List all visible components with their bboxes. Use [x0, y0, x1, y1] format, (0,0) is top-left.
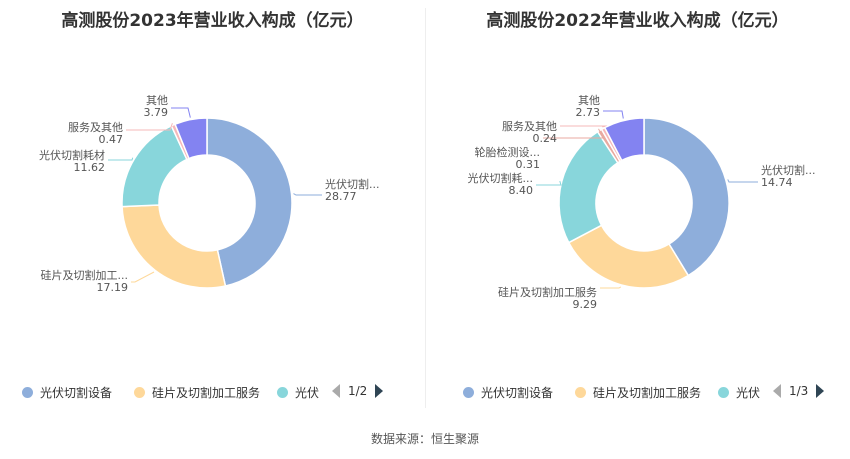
- slice-value: 0.47: [99, 133, 124, 146]
- legend: 光伏切割设备 硅片及切割加工服务 光伏 1/2: [22, 384, 402, 402]
- slice-label: 光伏切割耗...: [468, 171, 534, 185]
- slice-label: 光伏切割...: [325, 177, 380, 191]
- slice-value: 9.29: [573, 298, 598, 311]
- leader-line: [603, 110, 624, 119]
- legend-label: 硅片及切割加工服务: [593, 386, 702, 400]
- legend-pager: 1/2: [332, 384, 384, 398]
- slice-label: 硅片及切割加工...: [41, 268, 129, 282]
- pie-slice[interactable]: [174, 117, 208, 160]
- leader-line: [108, 157, 134, 161]
- slice-label: 光伏切割...: [761, 163, 816, 177]
- chevron-right-icon[interactable]: [816, 384, 825, 398]
- pie-slice[interactable]: [121, 204, 227, 289]
- chevron-left-icon[interactable]: [773, 384, 781, 398]
- leader-line: [131, 271, 155, 283]
- legend-pager: 1/3: [773, 384, 825, 398]
- chevron-right-icon[interactable]: [375, 384, 384, 398]
- leader-line: [543, 128, 604, 139]
- slice-label: 其他: [146, 94, 168, 107]
- legend: 光伏切割设备 硅片及切割加工服务 光伏 1/3: [447, 384, 827, 402]
- chart-title: 高测股份2022年营业收入构成（亿元）: [486, 11, 789, 31]
- slice-value: 8.40: [509, 184, 534, 197]
- slice-label: 服务及其他: [68, 121, 123, 134]
- slice-value: 28.77: [325, 190, 357, 203]
- slice-value: 2.73: [576, 106, 601, 119]
- data-source: 数据来源：恒生聚源: [370, 432, 479, 446]
- legend-label: 光伏: [295, 386, 320, 400]
- leader-line: [293, 193, 322, 196]
- legend-dot: [718, 387, 729, 398]
- slice-label: 轮胎检测设...: [475, 145, 541, 159]
- legend-item[interactable]: 硅片及切割加工服务: [575, 384, 701, 401]
- slice-value: 17.19: [97, 281, 129, 294]
- pie-slice[interactable]: [567, 224, 690, 289]
- leader-line: [560, 125, 611, 128]
- legend-item[interactable]: 硅片及切割加工服务: [134, 384, 260, 401]
- legend-item[interactable]: 光伏切割设备: [22, 384, 112, 401]
- chart-panel-2023: 高测股份2023年营业收入构成（亿元） 光伏切割... 28.77 硅片及切割加工.…: [0, 0, 425, 420]
- legend-dot: [575, 387, 586, 398]
- legend-label: 光伏: [736, 386, 761, 400]
- pie-slice[interactable]: [603, 117, 645, 162]
- legend-dot: [277, 387, 288, 398]
- chevron-left-icon[interactable]: [332, 384, 340, 398]
- pie-slice[interactable]: [206, 117, 293, 287]
- slice-value: 14.74: [761, 176, 793, 189]
- legend-label: 硅片及切割加工服务: [152, 386, 261, 400]
- leader-line: [727, 179, 758, 183]
- pie-slice[interactable]: [643, 117, 730, 277]
- slice-value: 11.62: [74, 161, 106, 174]
- slice-label: 光伏切割耗材: [39, 148, 105, 162]
- legend-item[interactable]: 光伏切割设备: [463, 384, 553, 401]
- legend-label: 光伏切割设备: [481, 386, 554, 400]
- leader-line: [126, 123, 173, 131]
- slice-value: 0.24: [533, 132, 558, 145]
- leader-line: [171, 107, 191, 118]
- slice-value: 0.31: [516, 158, 541, 171]
- leader-line: [536, 180, 562, 186]
- chart-panel-2022: 高测股份2022年营业收入构成（亿元） 光伏切割... 14.74 硅片及切割加工服…: [425, 0, 850, 420]
- legend-dot: [22, 387, 33, 398]
- leader-line: [600, 286, 622, 289]
- legend-label: 光伏切割设备: [40, 386, 113, 400]
- legend-dot: [134, 387, 145, 398]
- legend-page: 1/3: [789, 384, 809, 398]
- legend-dot: [463, 387, 474, 398]
- legend-item[interactable]: 光伏: [277, 384, 319, 401]
- legend-item[interactable]: 光伏: [718, 384, 760, 401]
- slice-value: 3.79: [144, 106, 169, 119]
- slice-label: 服务及其他: [502, 120, 557, 133]
- slice-label: 其他: [578, 94, 600, 107]
- legend-page: 1/2: [348, 384, 368, 398]
- slice-label: 硅片及切割加工服务: [498, 285, 597, 299]
- chart-title: 高测股份2023年营业收入构成（亿元）: [61, 11, 364, 31]
- divider: [425, 8, 426, 408]
